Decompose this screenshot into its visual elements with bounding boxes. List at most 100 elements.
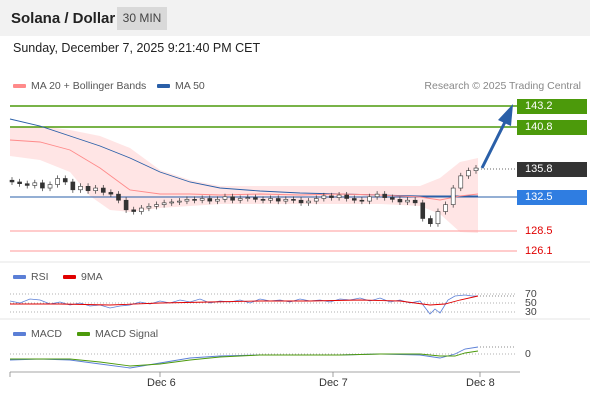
candle-body — [428, 218, 433, 225]
candlesticks — [9, 164, 479, 227]
candle-body — [397, 199, 403, 203]
candle-body — [336, 194, 342, 198]
forecast-arrow-head — [498, 104, 513, 126]
candle-body — [169, 201, 175, 204]
candle-body — [215, 199, 220, 202]
candle-body — [47, 184, 53, 189]
rsi-level-70: 70 — [525, 288, 537, 300]
s2-price-label: 126.1 — [525, 245, 553, 257]
chart-datetime: Sunday, December 7, 2025 9:21:40 PM CET — [13, 41, 261, 55]
candle-body — [344, 194, 349, 199]
candle-body — [313, 198, 319, 202]
candle-body — [382, 193, 388, 198]
macd-zero-label: 0 — [525, 348, 531, 360]
candle-body — [458, 175, 464, 189]
candle-body — [450, 187, 456, 205]
macd-label: MACD — [31, 328, 62, 340]
macd-line — [9, 346, 479, 369]
r1-price-label: 140.8 — [517, 120, 587, 135]
candle-body — [62, 178, 68, 183]
candle-body — [359, 199, 365, 202]
candle-body — [32, 182, 38, 186]
candle-body — [17, 181, 22, 185]
candle-body — [374, 193, 380, 198]
legend-macd-signal: MACD Signal — [77, 328, 158, 340]
candle-body — [55, 178, 60, 185]
candle-body — [192, 199, 197, 201]
rsi-level-30: 30 — [525, 306, 537, 318]
candle-body — [85, 186, 91, 191]
candle-body — [108, 192, 114, 195]
chart-header: Solana / Dollar 30 MIN — [0, 0, 590, 36]
candle-body — [116, 193, 121, 201]
candle-body — [268, 198, 273, 201]
candle-body — [412, 199, 418, 204]
candle-body — [146, 206, 152, 209]
rsi-9ma-label: 9MA — [81, 271, 103, 283]
candle-body — [93, 187, 98, 191]
candle-body — [9, 179, 15, 183]
macd-signal-label: MACD Signal — [95, 328, 159, 340]
r2-price-label: 143.2 — [517, 99, 587, 114]
copyright-text: Research © 2025 Trading Central — [424, 80, 581, 92]
legend-ma20: MA 20 + Bollinger Bands — [13, 80, 146, 92]
candle-body — [420, 202, 426, 219]
rsi-9ma-swatch — [63, 275, 76, 280]
candle-body — [306, 200, 311, 204]
x-label-dec8: Dec 8 — [466, 377, 495, 389]
candle-body — [177, 200, 182, 203]
candle-body — [40, 182, 45, 189]
legend-rsi: RSI — [13, 271, 49, 283]
x-label-dec6: Dec 6 — [147, 377, 176, 389]
x-label-dec7: Dec 7 — [319, 377, 348, 389]
ma50-line — [9, 118, 478, 197]
pivot-price-label: 132.5 — [517, 190, 587, 205]
bollinger-band — [10, 126, 478, 233]
candle-body — [435, 211, 441, 225]
candle-body — [139, 207, 144, 212]
forecast-arrow-shaft — [480, 121, 507, 169]
candle-body — [184, 199, 190, 202]
candle-body — [237, 198, 243, 201]
rsi-label: RSI — [31, 271, 49, 283]
candle-body — [390, 197, 395, 200]
macd-signal-swatch — [77, 332, 90, 337]
candle-body — [466, 170, 471, 177]
candle-body — [222, 196, 228, 200]
ma20-line — [9, 139, 479, 201]
ma20-swatch — [13, 84, 26, 89]
candle-body — [473, 167, 479, 171]
candle-body — [275, 198, 281, 202]
candle-body — [131, 209, 137, 212]
candle-body — [78, 186, 83, 191]
macd-swatch — [13, 332, 26, 337]
candle-body — [253, 197, 258, 200]
candle-body — [161, 202, 167, 205]
candle-body — [123, 199, 129, 211]
candle-body — [207, 198, 213, 202]
candle-body — [321, 195, 327, 199]
candle-body — [443, 204, 448, 212]
candle-body — [230, 196, 235, 201]
candle-body — [154, 204, 159, 207]
candle-body — [260, 199, 266, 201]
candle-body — [367, 196, 372, 202]
candle-body — [100, 187, 106, 193]
s1-price-label: 128.5 — [525, 225, 553, 237]
interval-button[interactable]: 30 MIN — [117, 7, 167, 30]
legend-macd: MACD — [13, 328, 62, 340]
ma50-label: MA 50 — [175, 80, 205, 92]
rsi-level-50: 50 — [525, 297, 537, 309]
legend-9ma: 9MA — [63, 271, 103, 283]
ma50-swatch — [157, 84, 170, 89]
macd-signal-line — [10, 350, 479, 367]
candle-body — [70, 181, 76, 191]
rsi-9ma-line — [10, 295, 479, 306]
instrument-title: Solana / Dollar — [11, 10, 116, 27]
candle-body — [24, 183, 30, 186]
candle-body — [351, 198, 357, 201]
candle-body — [245, 197, 251, 199]
candle-body — [405, 199, 410, 203]
candle-body — [283, 199, 289, 202]
